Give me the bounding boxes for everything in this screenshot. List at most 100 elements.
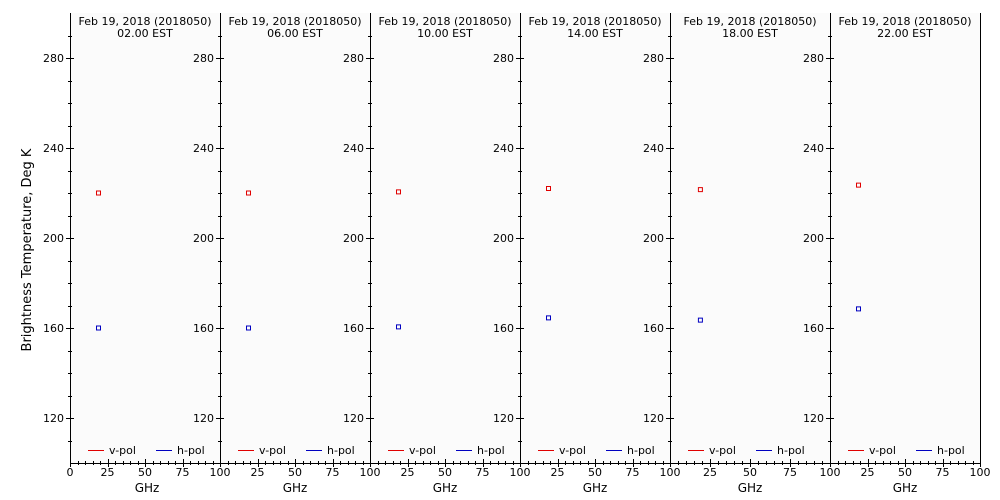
y-tick-label: 120: [643, 412, 664, 425]
x-axis-label: GHz: [583, 481, 608, 495]
y-tick-label: 160: [43, 322, 64, 335]
legend-label-h-pol: h-pol: [937, 444, 965, 457]
y-tick-label: 280: [493, 52, 514, 65]
legend-label-v-pol: v-pol: [409, 444, 436, 457]
panel-subtitle: 02.00 EST: [117, 27, 173, 40]
y-axis-label: Brightness Temperature, Deg K: [20, 148, 35, 351]
x-tick-label: 0: [67, 466, 74, 479]
panel-title: Feb 19, 2018 (2018050): [378, 15, 511, 28]
panel-3: Feb 19, 2018 (2018050)10.00 EST 120 160 200…: [343, 13, 531, 495]
panel-subtitle: 10.00 EST: [417, 27, 473, 40]
y-tick-label: 160: [193, 322, 214, 335]
x-tick-label: 100: [360, 466, 381, 479]
legend-label-h-pol: h-pol: [627, 444, 655, 457]
y-tick-label: 200: [343, 232, 364, 245]
data-point-v-pol: [697, 187, 703, 193]
panel-subtitle: 18.00 EST: [722, 27, 778, 40]
x-tick-label: 50: [898, 466, 912, 479]
panel-background: [670, 13, 830, 463]
legend-label-h-pol: h-pol: [477, 444, 505, 457]
panel-background: [370, 13, 520, 463]
panel-title: Feb 19, 2018 (2018050): [528, 15, 661, 28]
panel-subtitle: 22.00 EST: [877, 27, 933, 40]
y-tick-label: 240: [343, 142, 364, 155]
data-point-v-pol: [246, 190, 251, 196]
legend-label-v-pol: v-pol: [559, 444, 586, 457]
panel-1: Feb 19, 2018 (2018050)02.00 EST 120 160 200…: [43, 13, 231, 495]
y-tick-label: 200: [43, 232, 64, 245]
x-axis-label: GHz: [738, 481, 763, 495]
x-axis-label: GHz: [283, 481, 308, 495]
x-tick-label: 100: [970, 466, 991, 479]
x-tick-label: 50: [288, 466, 302, 479]
legend-label-h-pol: h-pol: [777, 444, 805, 457]
x-tick-label: 100: [820, 466, 841, 479]
x-tick-label: 25: [251, 466, 265, 479]
data-point-v-pol: [396, 189, 401, 195]
x-axis-label: GHz: [893, 481, 918, 495]
panel-4: Feb 19, 2018 (2018050)14.00 EST 120 160 200…: [493, 13, 681, 495]
y-tick-label: 120: [43, 412, 64, 425]
data-point-v-pol: [96, 190, 101, 196]
x-tick-label: 25: [861, 466, 875, 479]
panel-background: [520, 13, 670, 463]
data-point-h-pol: [96, 325, 101, 331]
y-tick-label: 280: [343, 52, 364, 65]
x-tick-label: 25: [703, 466, 717, 479]
y-tick-label: 240: [493, 142, 514, 155]
y-tick-label: 200: [493, 232, 514, 245]
x-axis-label: GHz: [433, 481, 458, 495]
y-tick-label: 240: [803, 142, 824, 155]
data-point-h-pol: [697, 317, 703, 323]
x-tick-label: 50: [588, 466, 602, 479]
x-tick-label: 50: [743, 466, 757, 479]
panel-subtitle: 14.00 EST: [567, 27, 623, 40]
legend-label-h-pol: h-pol: [327, 444, 355, 457]
y-tick-label: 280: [43, 52, 64, 65]
panels: Feb 19, 2018 (2018050)02.00 EST120160200…: [43, 13, 991, 495]
y-tick-label: 200: [643, 232, 664, 245]
panel-2: Feb 19, 2018 (2018050)06.00 EST 120 160 200…: [193, 13, 381, 495]
y-tick-label: 160: [643, 322, 664, 335]
y-tick-label: 160: [803, 322, 824, 335]
y-tick-label: 280: [193, 52, 214, 65]
x-tick-label: 100: [210, 466, 231, 479]
x-tick-label: 25: [551, 466, 565, 479]
y-tick-label: 120: [193, 412, 214, 425]
legend-label-v-pol: v-pol: [869, 444, 896, 457]
y-tick-label: 120: [493, 412, 514, 425]
panel-subtitle: 06.00 EST: [267, 27, 323, 40]
x-tick-label: 50: [138, 466, 152, 479]
panel-5: Feb 19, 2018 (2018050)18.00 EST 120 160 200…: [643, 13, 841, 495]
data-point-v-pol: [546, 186, 551, 191]
data-point-h-pol: [396, 324, 401, 330]
x-tick-label: 75: [936, 466, 950, 479]
y-tick-label: 240: [43, 142, 64, 155]
y-tick-label: 120: [803, 412, 824, 425]
panel-background: [220, 13, 370, 463]
x-tick-label: 25: [401, 466, 415, 479]
panel-background: [830, 13, 980, 463]
x-tick-label: 50: [438, 466, 452, 479]
legend-label-v-pol: v-pol: [259, 444, 286, 457]
x-tick-label: 25: [101, 466, 115, 479]
panel-title: Feb 19, 2018 (2018050): [838, 15, 971, 28]
y-tick-label: 200: [193, 232, 214, 245]
y-tick-label: 280: [803, 52, 824, 65]
x-tick-label: 75: [783, 466, 797, 479]
legend-label-h-pol: h-pol: [177, 444, 205, 457]
data-point-h-pol: [856, 306, 861, 312]
legend-label-v-pol: v-pol: [109, 444, 136, 457]
x-tick-label: 75: [476, 466, 490, 479]
x-tick-label: 100: [660, 466, 681, 479]
panel-background: [70, 13, 220, 463]
legend-label-v-pol: v-pol: [709, 444, 736, 457]
y-tick-label: 200: [803, 232, 824, 245]
data-point-h-pol: [246, 325, 251, 331]
y-tick-label: 120: [343, 412, 364, 425]
panel-6: Feb 19, 2018 (2018050)22.00 EST 120 160 200…: [803, 13, 991, 495]
panel-title: Feb 19, 2018 (2018050): [78, 15, 211, 28]
y-tick-label: 160: [343, 322, 364, 335]
data-point-h-pol: [546, 315, 551, 321]
